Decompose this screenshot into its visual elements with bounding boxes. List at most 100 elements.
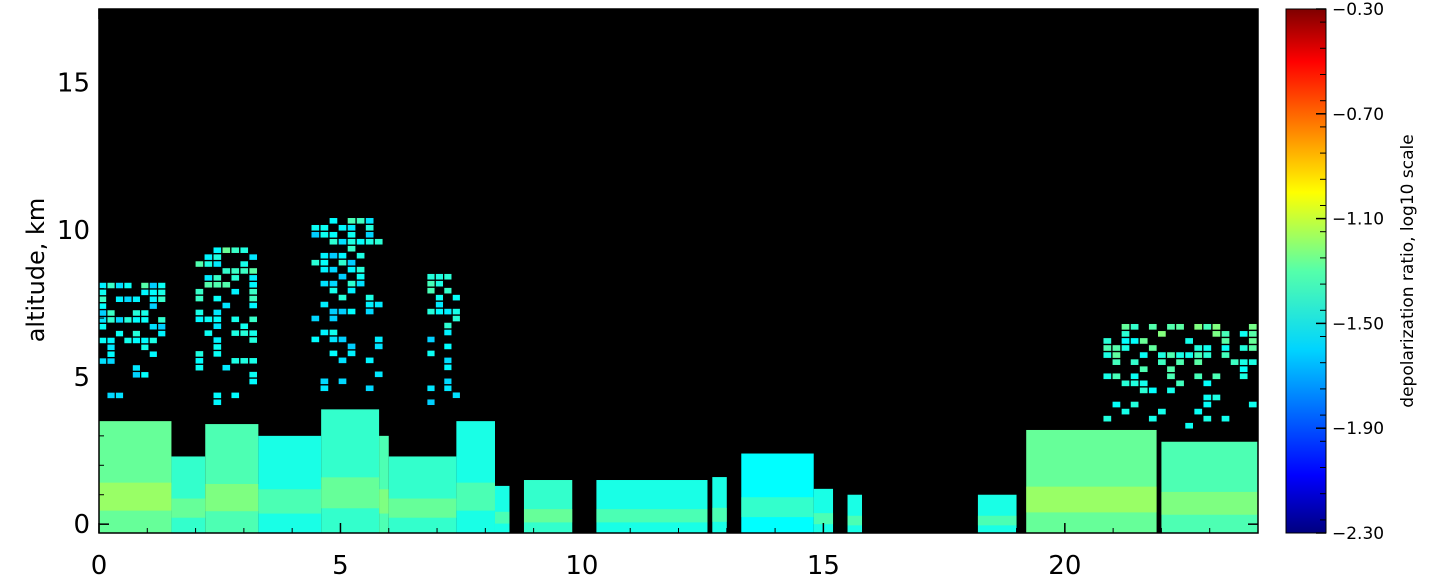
cloud-cell (1185, 352, 1194, 358)
cloud-cell (329, 308, 338, 315)
cloud-cell (427, 385, 435, 392)
cloud-cell (107, 282, 115, 289)
cloud-cell (107, 337, 115, 344)
cloud-cell (444, 364, 452, 371)
cloud-cell (213, 316, 222, 323)
cloud-cell (107, 392, 115, 399)
cloud-cell (329, 350, 338, 357)
cloud-cell (249, 330, 258, 336)
x-tick-label: 15 (807, 551, 840, 581)
cloud-cell (365, 231, 374, 238)
cloud-cell (435, 301, 444, 308)
cloud-cell (1103, 352, 1112, 358)
cloud-cell (222, 268, 231, 274)
cloud-cell (365, 294, 374, 301)
cloud-cell (99, 289, 107, 296)
cloud-cell (149, 337, 157, 344)
cloud-cell (1248, 338, 1257, 344)
cloud-cell (1194, 345, 1203, 351)
cloud-cell (249, 288, 258, 295)
cloud-cell (427, 350, 435, 357)
cloud-cell (1103, 345, 1112, 351)
cloud-cell (444, 343, 452, 350)
cloud-cell (132, 317, 140, 323)
cloud-cell (356, 266, 365, 273)
cloud-cell (1130, 323, 1139, 330)
cloud-cell (347, 238, 356, 245)
cloud-cell (435, 294, 444, 301)
cloud-cell (365, 385, 374, 392)
cloud-cell (329, 336, 338, 343)
cloud-cell (231, 330, 240, 336)
cloud-cell (320, 378, 329, 385)
cloud-cell (124, 296, 132, 303)
cloud-cell (338, 238, 347, 245)
cloud-cell (356, 273, 365, 280)
cloud-cell (329, 280, 338, 287)
boundary-layer-region (977, 494, 1017, 533)
cloud-cell (231, 268, 240, 274)
cloud-cell (132, 372, 140, 378)
cloud-cell (249, 295, 258, 302)
cloud-cell (141, 310, 149, 316)
cloud-cell (311, 336, 320, 343)
cloud-cell (1121, 338, 1130, 344)
boundary-layer-region (596, 480, 708, 533)
boundary-layer-band (171, 498, 206, 518)
boundary-layer-region (741, 453, 814, 533)
cloud-cell (1112, 373, 1121, 380)
cloud-cell (329, 238, 338, 245)
cloud-cell (249, 275, 258, 281)
y-axis-label: altitude, km (22, 198, 50, 343)
cloud-cell (1230, 359, 1239, 365)
cloud-cell (435, 308, 444, 315)
cloud-cell (1239, 359, 1248, 365)
boundary-layer-region (205, 424, 259, 533)
cloud-cell (99, 282, 107, 289)
cloud-cell (149, 351, 157, 357)
cloud-cell (141, 337, 149, 344)
cloud-cell (222, 247, 231, 253)
colorbar-tick-label: −1.10 (1332, 210, 1384, 230)
cloud-cell (338, 378, 347, 385)
cloud-cell (347, 218, 356, 224)
cloud-cell (249, 337, 258, 343)
cloud-cell (231, 358, 240, 364)
cloud-cell (1248, 401, 1257, 408)
cloud-cell (452, 392, 460, 399)
cloud-cell (1176, 380, 1184, 387)
colorbar-tick-label: −2.30 (1332, 524, 1384, 544)
cloud-cell (1203, 352, 1212, 358)
boundary-layer-band (205, 483, 259, 512)
cloud-cell (320, 231, 329, 238)
cloud-cell (1239, 331, 1248, 337)
cloud-cell (1185, 422, 1194, 429)
cloud-cell (311, 315, 320, 322)
cloud-cell (1167, 373, 1175, 380)
boundary-layer-band (379, 489, 389, 514)
cloud-cell (204, 330, 213, 336)
cloud-cell (149, 323, 157, 330)
boundary-layer-band (99, 482, 172, 511)
cloud-cell (141, 344, 149, 351)
cloud-cell (338, 252, 347, 259)
cloud-cell (124, 337, 132, 344)
cloud-cell (107, 351, 115, 357)
y-tick-label: 0 (73, 510, 90, 540)
cloud-cell (347, 245, 356, 252)
cloud-cell (1248, 345, 1257, 351)
cloud-cell (1130, 373, 1139, 380)
cloud-cell (158, 323, 166, 330)
cloud-cell (1194, 352, 1203, 358)
cloud-cell (249, 378, 258, 385)
cloud-cell (1148, 323, 1157, 330)
cloud-cell (444, 273, 452, 280)
boundary-layer-band (712, 507, 727, 522)
cloud-cell (149, 282, 157, 289)
colorbar-tick-label: −0.30 (1332, 0, 1384, 20)
cloud-cell (1121, 408, 1130, 415)
cloud-cell (99, 358, 107, 364)
cloud-cell (320, 259, 329, 266)
colorbar-tick-label: −0.70 (1332, 105, 1384, 125)
cloud-cell (213, 282, 222, 288)
